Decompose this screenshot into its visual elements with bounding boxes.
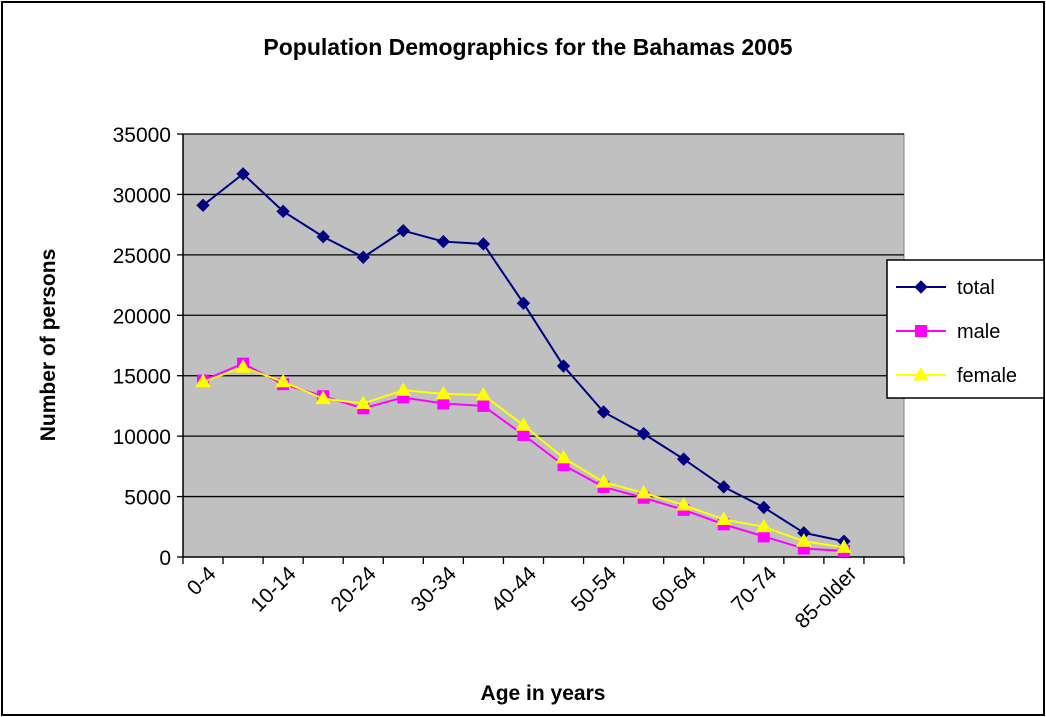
y-tick-label: 0 [159, 547, 171, 570]
chart-title: Population Demographics for the Bahamas … [263, 34, 792, 60]
legend: total male female [886, 259, 1045, 399]
y-tick-label: 35000 [113, 124, 171, 147]
data-point-total [476, 237, 491, 251]
data-point-total [717, 480, 731, 494]
y-tick-label: 20000 [113, 305, 171, 328]
data-point-total [396, 223, 411, 238]
data-point-total [757, 500, 771, 515]
data-point-male [477, 399, 490, 412]
data-point-total [636, 427, 651, 441]
data-point-female [755, 518, 772, 533]
data-point-female [836, 539, 852, 553]
data-point-female [635, 484, 652, 499]
y-tick-label: 15000 [113, 366, 171, 389]
y-tick-label: 10000 [113, 426, 171, 449]
data-point-total [276, 204, 290, 219]
data-point-male [757, 530, 770, 543]
data-point-total [196, 198, 210, 213]
y-tick-label: 5000 [124, 487, 171, 510]
data-point-total [516, 296, 531, 310]
data-point-female [595, 474, 612, 488]
data-point-total [356, 250, 370, 264]
legend-item-male: male [896, 321, 1000, 343]
data-point-female [395, 382, 412, 396]
y-tick-label: 30000 [113, 184, 171, 207]
data-point-total [556, 359, 571, 373]
data-point-total [436, 234, 451, 249]
legend-marker-total [914, 280, 928, 294]
data-point-female [795, 533, 812, 547]
y-axis-title: Number of persons [37, 249, 60, 442]
legend-label-female: female [957, 365, 1017, 387]
data-point-female [675, 497, 692, 511]
data-point-female [515, 417, 532, 431]
gridlines [183, 133, 904, 498]
data-point-total [676, 452, 691, 466]
data-point-female [235, 359, 251, 373]
data-point-female [555, 449, 572, 464]
data-point-female [195, 373, 211, 388]
data-point-female [315, 390, 332, 405]
data-point-female [355, 395, 372, 410]
legend-item-total: total [896, 277, 995, 299]
data-point-female [275, 373, 292, 388]
data-point-total [236, 167, 250, 181]
legend-label-total: total [957, 277, 995, 299]
data-point-total [596, 405, 611, 419]
legend-item-female: female [896, 365, 1017, 387]
data-point-male [437, 397, 450, 410]
legend-marker-male [915, 325, 927, 337]
y-tick-label: 25000 [113, 245, 171, 268]
plot-area [182, 133, 905, 558]
x-axis-title: Age in years [481, 682, 606, 705]
data-point-total [316, 230, 330, 244]
legend-label-male: male [957, 321, 1000, 343]
data-point-female [475, 387, 492, 401]
series-female [195, 359, 852, 553]
legend-marker-female [913, 367, 929, 381]
series-group [195, 167, 852, 557]
data-point-female [715, 511, 732, 526]
data-point-male [517, 428, 530, 441]
data-point-female [435, 385, 452, 400]
